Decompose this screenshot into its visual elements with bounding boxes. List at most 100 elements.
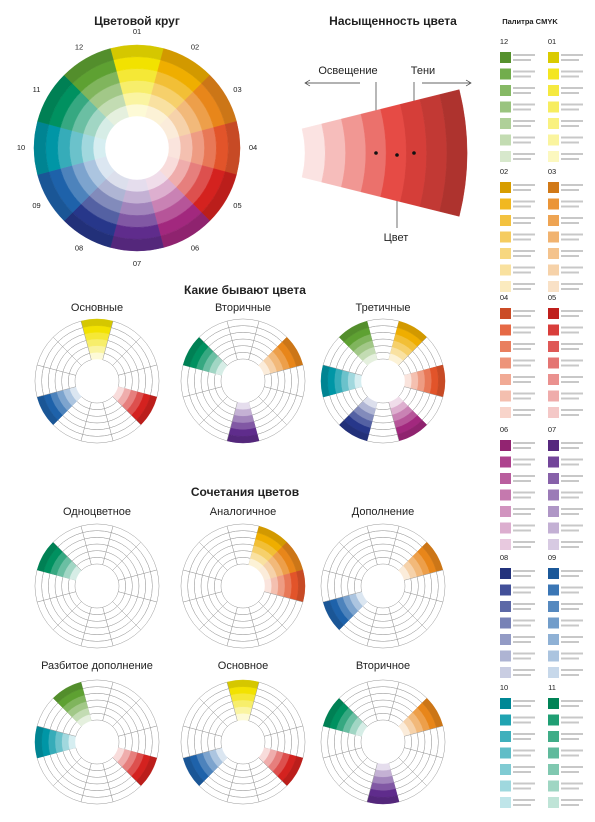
empty-segment [85, 619, 109, 629]
empty-segment [347, 576, 356, 596]
swatch-note [513, 766, 535, 768]
empty-segment [340, 574, 350, 598]
palette-swatch [548, 714, 559, 726]
swatch-note [513, 570, 535, 572]
swatch-note [513, 480, 531, 482]
swatch-note [561, 70, 583, 73]
palette-swatch [500, 52, 511, 63]
swatch-note [513, 376, 535, 378]
wheel-segment [63, 48, 114, 84]
empty-segment [84, 537, 110, 546]
palette-swatch [500, 456, 511, 468]
wheel-segment [354, 373, 362, 389]
swatch-note [561, 799, 583, 801]
swatch-note [561, 359, 583, 362]
empty-segment [194, 729, 203, 755]
palette-swatch [548, 390, 559, 402]
empty-segment [85, 543, 109, 553]
swatch-note [513, 217, 535, 219]
empty-segment [85, 699, 109, 709]
swatch-note [513, 716, 535, 719]
palette-swatch [500, 667, 511, 678]
swatch-note [561, 480, 579, 482]
swatch-note [513, 669, 535, 671]
palette-swatch [548, 780, 559, 792]
swatch-note [561, 586, 583, 589]
empty-segment [137, 368, 146, 394]
wheel-segment [410, 371, 419, 391]
palette-swatch [548, 764, 559, 775]
swatch-note [513, 586, 535, 589]
swatch-note [561, 603, 583, 605]
wheel-label: 04 [249, 143, 257, 152]
empty-segment [334, 573, 343, 599]
palette-swatch [500, 539, 511, 550]
palette-title: Палитра CMYK [502, 17, 558, 26]
wheel-segment [375, 763, 391, 771]
empty-segment [130, 369, 140, 393]
wheel-caption: Вторичные [215, 302, 271, 314]
swatch-note [561, 59, 579, 61]
empty-segment [214, 373, 223, 389]
empty-segment [230, 782, 256, 791]
leader-dot [374, 151, 378, 155]
palette-swatch [500, 357, 511, 369]
saturation-band [301, 123, 326, 183]
palette-swatch [500, 747, 511, 759]
empty-segment [207, 732, 216, 752]
palette-swatch [548, 667, 559, 678]
swatch-note [561, 184, 583, 186]
swatch-note [561, 310, 583, 312]
empty-segment [233, 345, 253, 354]
swatch-note [513, 283, 535, 285]
palette-swatch [500, 584, 511, 596]
palette-swatch [500, 601, 511, 612]
wheel-caption: Третичные [356, 302, 411, 314]
wheel-label: 10 [17, 143, 25, 152]
empty-segment [375, 401, 391, 410]
swatch-note [561, 674, 579, 676]
swatch-note [513, 447, 531, 449]
empty-segment [207, 371, 216, 391]
swatch-note [561, 331, 579, 334]
wheel-segment [61, 732, 70, 752]
swatch-note [513, 541, 535, 543]
swatch-note [513, 705, 531, 707]
swatch-note [561, 153, 583, 155]
swatch-note [561, 738, 579, 740]
empty-segment [410, 732, 419, 752]
swatch-note [561, 619, 583, 622]
palette-swatch [548, 374, 559, 385]
palette-swatch [500, 698, 511, 709]
wheel-label: 12 [75, 43, 83, 52]
empty-segment [347, 732, 356, 752]
empty-segment [137, 729, 146, 755]
swatch-note [561, 205, 579, 208]
empty-segment [375, 713, 391, 722]
arrow-head [465, 79, 472, 87]
palette-swatch [500, 308, 511, 319]
swatch-note [513, 250, 535, 252]
wheel-segment [373, 769, 393, 778]
saturation-band [321, 118, 346, 188]
swatch-note [513, 409, 535, 411]
swatch-note [513, 331, 531, 334]
swatch-note [561, 700, 583, 702]
palette-swatch [548, 215, 559, 226]
empty-segment [85, 414, 109, 424]
swatch-note [513, 364, 531, 367]
empty-segment [130, 730, 140, 754]
palette-swatch [500, 489, 511, 501]
empty-segment [263, 734, 272, 750]
empty-segment [200, 730, 210, 754]
palette-swatch [500, 440, 511, 451]
swatch-note [513, 233, 535, 236]
wheel-segment [119, 201, 155, 216]
swatch-note [513, 733, 535, 735]
swatch-note [513, 799, 535, 801]
wheel-caption: Основные [71, 302, 123, 314]
wheel-segment [190, 130, 205, 166]
swatch-note [561, 189, 579, 191]
swatch-note [561, 652, 583, 655]
empty-segment [375, 606, 391, 615]
